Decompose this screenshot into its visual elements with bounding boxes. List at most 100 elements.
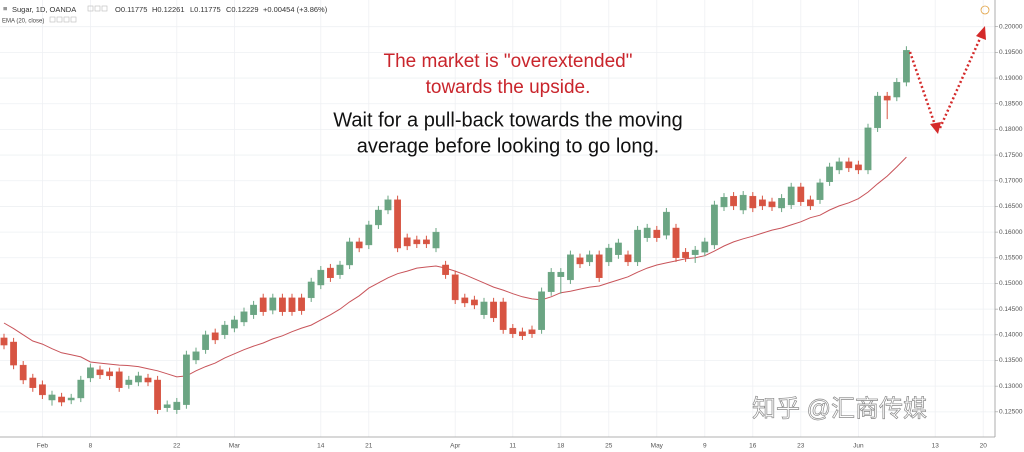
symbol-icon: ≡	[3, 4, 8, 13]
candle-body	[490, 301, 497, 319]
candle-body	[298, 297, 305, 311]
candle-body	[58, 396, 66, 403]
candle-body	[538, 291, 546, 330]
candle-body	[144, 377, 152, 383]
candle-body	[202, 334, 209, 350]
candle-body	[816, 182, 824, 200]
candle-body	[701, 241, 709, 253]
x-tick-label: 8	[89, 443, 93, 450]
candle-body	[883, 95, 891, 101]
candle-body	[288, 297, 296, 312]
x-tick-label: 18	[557, 443, 565, 450]
x-tick-label: 22	[173, 443, 181, 450]
candle-body	[423, 239, 430, 245]
candle-body	[336, 264, 344, 275]
y-tick-label: 0.17500	[999, 152, 1023, 159]
candle-body	[403, 237, 411, 247]
candle-body	[807, 199, 814, 207]
candle-body	[682, 251, 690, 258]
info-close: C0.12229	[226, 5, 259, 14]
candle-body	[643, 227, 651, 238]
info-icon	[980, 5, 990, 15]
candle-body	[663, 211, 670, 236]
candle-body	[250, 304, 257, 315]
chart-title: Sugar, 1D, OANDA	[12, 5, 76, 14]
x-tick-label: 11	[509, 443, 516, 450]
candle-body	[279, 297, 286, 312]
x-tick-label: Apr	[450, 443, 461, 450]
indicator-icon	[63, 16, 70, 23]
candle-body	[499, 301, 507, 330]
indicator-label: EMA (20, close)	[2, 19, 44, 25]
arrow-up	[938, 33, 984, 129]
candle-body	[615, 242, 622, 255]
candle-body	[711, 204, 718, 246]
candle-body	[691, 249, 699, 255]
candle-body	[163, 404, 171, 408]
candle-body	[874, 95, 882, 129]
candle-body	[739, 194, 747, 211]
x-tick-label: 21	[365, 443, 373, 450]
y-tick-label: 0.13000	[999, 383, 1023, 390]
candle-body	[0, 337, 8, 346]
x-tick-label: Feb	[37, 443, 49, 450]
watermark: 知乎 @汇商传媒	[752, 395, 927, 422]
candle-body	[413, 239, 421, 245]
candle-body	[903, 50, 910, 83]
candle-body	[259, 297, 267, 312]
y-tick-label: 0.17000	[999, 177, 1023, 184]
candle-body	[125, 379, 133, 385]
candle-body	[634, 229, 642, 263]
candle-body	[115, 371, 123, 388]
candle-body	[384, 199, 392, 211]
candle-body	[240, 311, 248, 323]
y-tick-label: 0.20000	[999, 23, 1023, 30]
annotation: towards the upside.	[426, 77, 591, 98]
y-tick-label: 0.16500	[999, 203, 1023, 210]
candle-body	[547, 271, 555, 292]
candle-body	[653, 229, 661, 238]
x-tick-label: 14	[317, 443, 325, 450]
candle-body	[586, 254, 594, 263]
candle-body	[327, 267, 334, 279]
y-tick-label: 0.15500	[999, 255, 1023, 262]
candle-body	[442, 264, 449, 275]
candle-body	[461, 297, 469, 304]
y-tick-label: 0.18000	[999, 126, 1023, 133]
candle-body	[893, 81, 901, 98]
y-tick-label: 0.14000	[999, 332, 1023, 339]
candle-body	[106, 371, 114, 377]
candle-body	[221, 324, 229, 336]
candle-body	[154, 379, 161, 410]
annotation: The market is "overextended"	[384, 51, 633, 72]
candle-body	[759, 199, 766, 207]
candle-body	[471, 299, 478, 306]
candle-body	[269, 297, 277, 311]
candle-body	[605, 247, 613, 263]
x-tick-label: Jun	[853, 443, 864, 450]
candle-body	[355, 241, 363, 249]
candle-body	[29, 377, 37, 388]
y-tick-label: 0.13500	[999, 357, 1023, 364]
candle-body	[749, 195, 757, 209]
arrowhead	[930, 122, 941, 134]
candle-body	[375, 209, 382, 226]
candle-body	[826, 166, 834, 182]
candle-body	[730, 195, 738, 207]
candle-body	[307, 281, 315, 299]
candle-body	[365, 224, 373, 246]
y-tick-label: 0.12500	[999, 409, 1023, 416]
candle-body	[10, 341, 17, 366]
x-tick-label: 16	[749, 443, 757, 450]
info-open: O0.11775	[115, 5, 147, 14]
candle-body	[567, 254, 574, 281]
candle-body	[96, 369, 104, 376]
y-tick-label: 0.14500	[999, 306, 1023, 313]
candle-body	[451, 274, 459, 301]
info-high: H0.12261	[152, 5, 185, 14]
candle-body	[67, 397, 75, 401]
y-tick-label: 0.18500	[999, 100, 1023, 107]
candle-body	[864, 127, 872, 171]
